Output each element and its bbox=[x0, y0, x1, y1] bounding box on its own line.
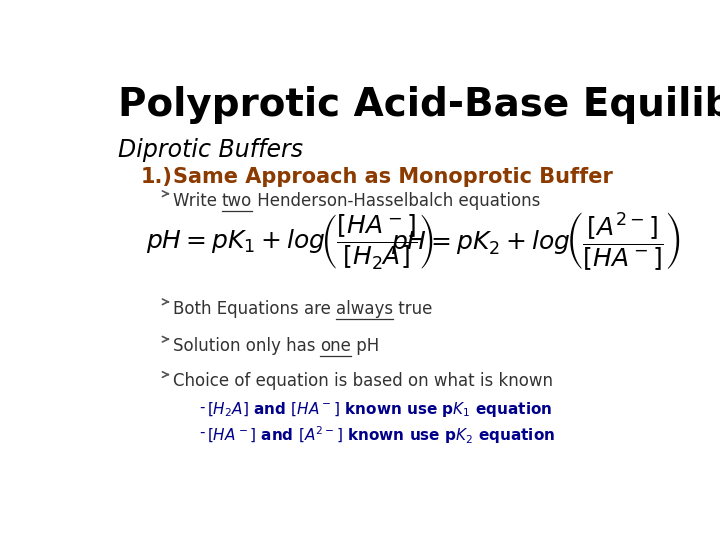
Text: Both Equations are: Both Equations are bbox=[173, 300, 336, 318]
Text: Henderson-Hasselbalch equations: Henderson-Hasselbalch equations bbox=[252, 192, 541, 210]
Text: Diprotic Buffers: Diprotic Buffers bbox=[118, 138, 303, 161]
Text: Choice of equation is based on what is known: Choice of equation is based on what is k… bbox=[173, 373, 552, 390]
Text: Same Approach as Monoprotic Buffer: Same Approach as Monoprotic Buffer bbox=[173, 167, 613, 187]
Text: Polyprotic Acid-Base Equilibria: Polyprotic Acid-Base Equilibria bbox=[118, 85, 720, 124]
Text: always: always bbox=[336, 300, 393, 318]
Text: 1.): 1.) bbox=[140, 167, 172, 187]
Text: one: one bbox=[320, 337, 351, 355]
Text: two: two bbox=[222, 192, 252, 210]
Text: $[\mathit{HA}^-]$ and $[\mathit{A}^{2-}]$ known use p$\mathit{K}_2$ equation: $[\mathit{HA}^-]$ and $[\mathit{A}^{2-}]… bbox=[207, 424, 555, 446]
Text: -: - bbox=[199, 400, 204, 415]
Text: true: true bbox=[393, 300, 432, 318]
Text: $\mathit{pH} = \mathit{p}\mathit{K}_1 + \mathit{log}\!\left(\dfrac{[\mathit{HA}^: $\mathit{pH} = \mathit{p}\mathit{K}_1 + … bbox=[145, 212, 433, 271]
Text: $[\mathit{H}_2\mathit{A}]$ and $[\mathit{HA}^-]$ known use p$\mathit{K}_1$ equat: $[\mathit{H}_2\mathit{A}]$ and $[\mathit… bbox=[207, 400, 552, 419]
Text: Solution only has: Solution only has bbox=[173, 337, 320, 355]
Text: -: - bbox=[199, 424, 204, 440]
Text: Write: Write bbox=[173, 192, 222, 210]
Text: $\mathit{pH} = \mathit{p}\mathit{K}_2 + \mathit{log}\!\left(\dfrac{[\mathit{A}^{: $\mathit{pH} = \mathit{p}\mathit{K}_2 + … bbox=[392, 211, 680, 272]
Text: pH: pH bbox=[351, 337, 379, 355]
